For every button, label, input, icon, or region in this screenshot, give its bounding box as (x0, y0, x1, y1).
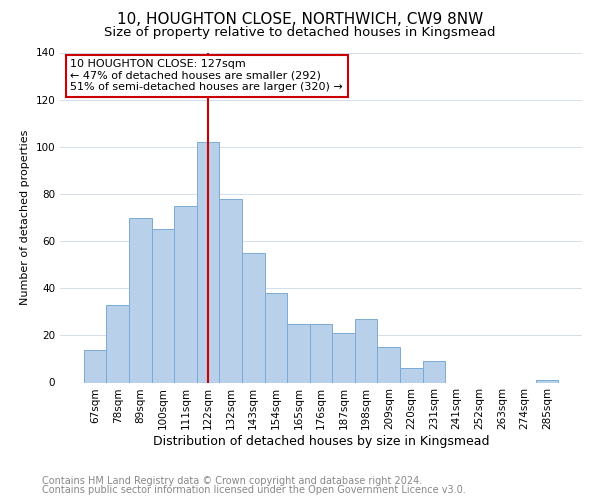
Bar (220, 198, 242, 382)
X-axis label: Distribution of detached houses by size in Kingsmead: Distribution of detached houses by size … (153, 435, 489, 448)
Bar (377, 347, 400, 382)
Text: Size of property relative to detached houses in Kingsmead: Size of property relative to detached ho… (104, 26, 496, 39)
Bar (536, 380, 558, 382)
Text: Contains HM Land Registry data © Crown copyright and database right 2024.: Contains HM Land Registry data © Crown c… (42, 476, 422, 486)
Bar (287, 324, 310, 382)
Bar (332, 333, 355, 382)
Bar (355, 319, 377, 382)
Bar (242, 253, 265, 382)
Y-axis label: Number of detached properties: Number of detached properties (20, 130, 30, 305)
Bar (152, 230, 174, 382)
Bar (265, 293, 287, 382)
Bar (84, 350, 106, 382)
Bar (400, 368, 422, 382)
Bar (422, 362, 445, 382)
Text: 10, HOUGHTON CLOSE, NORTHWICH, CW9 8NW: 10, HOUGHTON CLOSE, NORTHWICH, CW9 8NW (117, 12, 483, 28)
Bar (129, 218, 152, 382)
Text: 10 HOUGHTON CLOSE: 127sqm
← 47% of detached houses are smaller (292)
51% of semi: 10 HOUGHTON CLOSE: 127sqm ← 47% of detac… (70, 59, 343, 92)
Bar (310, 324, 332, 382)
Text: Contains public sector information licensed under the Open Government Licence v3: Contains public sector information licen… (42, 485, 466, 495)
Bar (174, 206, 197, 382)
Bar (197, 142, 220, 382)
Bar (106, 304, 129, 382)
